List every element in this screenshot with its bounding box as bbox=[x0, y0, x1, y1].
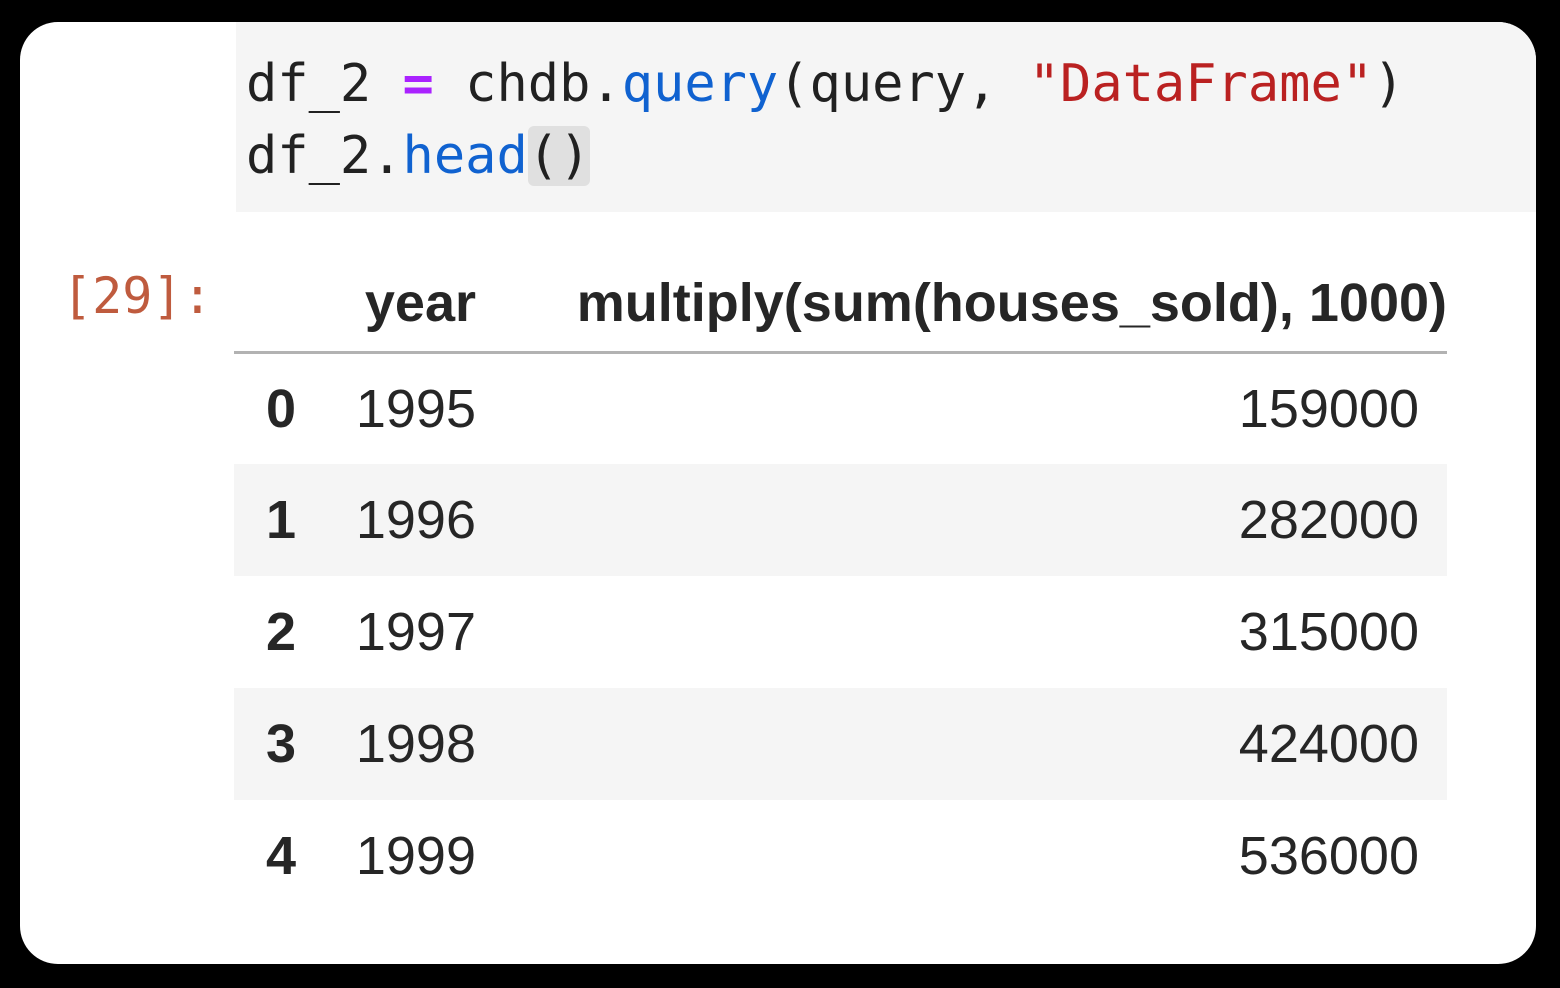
operator-token: = bbox=[402, 54, 434, 114]
code-text: ) bbox=[1373, 54, 1405, 114]
row-index: 1 bbox=[266, 490, 297, 550]
function-token: head bbox=[402, 126, 528, 186]
code-cell[interactable]: df_2 = chdb.query(query, "DataFrame") df… bbox=[236, 22, 1536, 212]
function-token: query bbox=[621, 54, 779, 114]
table-header-row: year multiply(sum(houses_sold), 1000) bbox=[234, 256, 1447, 354]
row-index: 4 bbox=[266, 826, 297, 886]
table-row: 0 1995 159000 bbox=[234, 352, 1447, 464]
code-text: chdb. bbox=[433, 54, 622, 114]
year-cell: 1997 bbox=[355, 602, 476, 662]
table-row: 4 1999 536000 bbox=[234, 800, 1447, 912]
column-header-year: year bbox=[326, 256, 476, 354]
notebook-panel: df_2 = chdb.query(query, "DataFrame") df… bbox=[20, 22, 1536, 964]
value-cell: 424000 bbox=[1238, 714, 1419, 774]
index-header bbox=[266, 256, 326, 354]
code-text: df_2 bbox=[246, 54, 403, 114]
value-cell: 315000 bbox=[1238, 602, 1419, 662]
table-row: 1 1996 282000 bbox=[234, 464, 1447, 576]
value-cell: 536000 bbox=[1238, 826, 1419, 886]
code-text: df_2. bbox=[246, 126, 403, 186]
string-token: "DataFrame" bbox=[1028, 54, 1374, 114]
table-row: 2 1997 315000 bbox=[234, 576, 1447, 688]
code-line-2[interactable]: df_2.head() bbox=[246, 120, 1536, 192]
year-cell: 1995 bbox=[355, 378, 476, 439]
code-line-1[interactable]: df_2 = chdb.query(query, "DataFrame") bbox=[246, 48, 1536, 120]
matched-brackets-highlight: () bbox=[527, 126, 591, 186]
year-cell: 1998 bbox=[355, 714, 476, 774]
value-cell: 159000 bbox=[1238, 378, 1419, 439]
year-cell: 1996 bbox=[355, 490, 476, 550]
code-text: (query, bbox=[778, 54, 1029, 114]
year-cell: 1999 bbox=[355, 826, 476, 886]
output-prompt: [29]: bbox=[62, 267, 213, 325]
column-header-value: multiply(sum(houses_sold), 1000) bbox=[476, 256, 1447, 354]
row-index: 2 bbox=[266, 602, 297, 662]
row-index: 0 bbox=[266, 378, 297, 439]
index-header-pad bbox=[234, 256, 266, 354]
table-row: 3 1998 424000 bbox=[234, 688, 1447, 800]
value-cell: 282000 bbox=[1238, 490, 1419, 550]
row-index: 3 bbox=[266, 714, 297, 774]
dataframe-table: year multiply(sum(houses_sold), 1000) 0 … bbox=[234, 256, 1447, 912]
